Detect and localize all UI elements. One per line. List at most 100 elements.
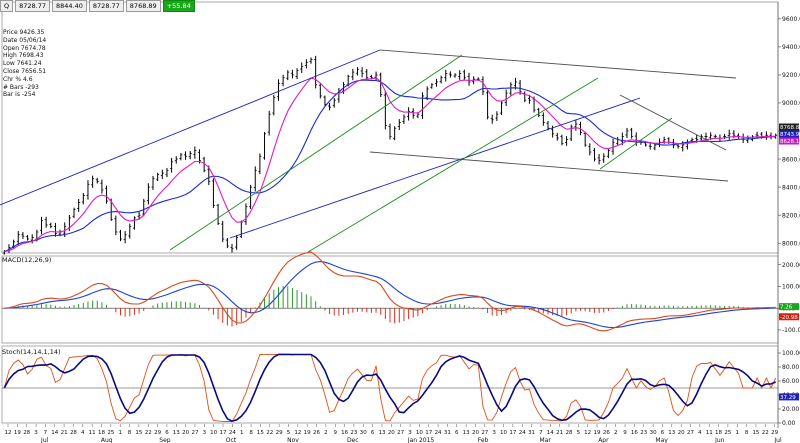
x-day-tick-label: 5 xyxy=(577,430,581,436)
price-y-tick-label: 9400.00 xyxy=(782,44,800,51)
x-day-tick-label: 21 xyxy=(556,430,563,436)
price-value-marker xyxy=(779,123,799,131)
x-day-tick-label: 20 xyxy=(182,430,189,436)
price-value-marker-label: 8743.92 xyxy=(780,132,800,138)
x-day-tick-label: 11 xyxy=(89,430,96,436)
macd-value-marker xyxy=(779,313,799,321)
x-day-tick-label: 13 xyxy=(668,430,675,436)
x-day-tick-label: 14 xyxy=(547,430,554,436)
trendline-green-upper xyxy=(169,54,463,251)
x-day-tick-label: 15 xyxy=(257,430,264,436)
x-day-tick-label: 3 xyxy=(408,430,412,436)
x-day-tick-label: 10 xyxy=(500,430,507,436)
x-day-tick-label: 31 xyxy=(444,430,451,436)
macd-y-tick-label: 200.00 xyxy=(782,262,800,269)
price-value-marker xyxy=(779,130,799,138)
info-date: Date 05/06/14 xyxy=(3,36,47,44)
macd-value-marker-label: 7.26 xyxy=(780,305,793,311)
macd-y-tick-label: 100.00 xyxy=(782,284,800,291)
symbol-button[interactable]: Q xyxy=(0,0,14,12)
x-month-label: Aug xyxy=(101,437,113,443)
macd-signal-line xyxy=(4,261,776,329)
x-day-tick-label: 28 xyxy=(70,430,77,436)
x-day-tick-label: 5 xyxy=(287,430,291,436)
x-day-tick-label: 21 xyxy=(61,430,68,436)
x-day-tick-label: 14 xyxy=(51,430,58,436)
price-value-marker-label: 8768.89 xyxy=(780,125,800,131)
open-readout: 8728.77 xyxy=(15,0,51,12)
x-day-tick-label: 2 xyxy=(614,430,618,436)
x-day-tick-label: 23 xyxy=(350,430,357,436)
x-day-tick-label: 9 xyxy=(333,430,337,436)
info-chg-pct: Chr % 4.6 xyxy=(3,75,33,83)
stoch-y-tick-label: 100.00 xyxy=(782,350,800,357)
x-day-tick-label: 13 xyxy=(173,430,180,436)
macd-value-marker-label: -20.98 xyxy=(780,315,798,321)
x-month-label: Jul xyxy=(40,437,49,443)
x-day-tick-label: 7 xyxy=(44,430,48,436)
x-day-tick-label: 27 xyxy=(687,430,694,436)
price-y-tick-label: 9600.00 xyxy=(782,16,800,23)
price-value-marker-label: 8628.17 xyxy=(780,139,800,145)
x-day-tick-label: 1 xyxy=(118,430,122,436)
x-day-tick-label: 6 xyxy=(455,430,459,436)
close-readout: 8768.89 xyxy=(125,0,161,12)
stoch-value-marker-label: 37.29 xyxy=(780,395,796,401)
price-y-tick-label: 9000.00 xyxy=(782,100,800,107)
x-month-label: Oct xyxy=(226,437,237,443)
info-panel: Price 9426.35 Date 05/06/14 Open 7674.78… xyxy=(3,29,46,99)
change-readout: +55.84 xyxy=(162,0,195,12)
x-day-tick-label: 24 xyxy=(519,430,526,436)
trendline-blue-lower xyxy=(229,97,641,239)
x-day-tick-label: 22 xyxy=(145,430,152,436)
macd-y-tick-label: -100.00 xyxy=(782,327,800,334)
x-day-tick-label: 19 xyxy=(594,430,601,436)
x-day-tick-label: 15 xyxy=(752,430,759,436)
trendline-green-short xyxy=(599,117,673,170)
x-day-tick-label: 19 xyxy=(304,430,311,436)
x-day-tick-label: 17 xyxy=(425,430,432,436)
x-day-tick-label: 8 xyxy=(128,430,132,436)
price-y-tick-label: 8400.00 xyxy=(782,184,800,191)
x-day-tick-label: 26 xyxy=(313,430,320,436)
x-day-tick-label: 17 xyxy=(509,430,516,436)
stoch-y-tick-label: 0.00 xyxy=(782,420,796,427)
price-value-marker xyxy=(779,137,799,145)
x-day-tick-label: 25 xyxy=(107,430,114,436)
x-day-tick-label: 16 xyxy=(341,430,348,436)
x-day-tick-label: 8 xyxy=(249,430,253,436)
info-close: Close 7656.51 xyxy=(3,67,47,75)
x-month-label: Jun xyxy=(714,437,725,443)
x-day-tick-label: 22 xyxy=(762,430,769,436)
trendline-green-lower xyxy=(307,77,599,253)
stoch-value-marker xyxy=(779,393,799,401)
x-day-tick-label: 24 xyxy=(435,430,442,436)
x-day-tick-label: 29 xyxy=(276,430,283,436)
channel-gray-lower xyxy=(369,151,729,182)
x-month-label: Feb xyxy=(478,437,489,443)
stoch-y-tick-label: 80.00 xyxy=(782,364,799,371)
x-month-label: Jul xyxy=(773,437,782,443)
x-day-tick-label: 3 xyxy=(203,430,207,436)
x-day-tick-label: 29 xyxy=(154,430,161,436)
x-day-tick-label: 15 xyxy=(135,430,142,436)
stoch-label: Stoch(14,14,1,14) xyxy=(2,348,61,356)
x-month-label: Dec xyxy=(347,437,359,443)
stoch-panel xyxy=(1,345,779,424)
stoch-y-tick-label: 20.00 xyxy=(782,406,799,413)
x-day-tick-label: 26 xyxy=(603,430,610,436)
x-day-tick-label: 12 xyxy=(5,430,12,436)
x-day-tick-label: 8 xyxy=(745,430,749,436)
stoch-d-line xyxy=(3,353,777,423)
x-day-tick-label: 30 xyxy=(650,430,657,436)
x-day-tick-label: 7 xyxy=(539,430,543,436)
x-day-tick-label: 24 xyxy=(229,430,236,436)
low-readout: 8728.77 xyxy=(88,0,124,12)
x-month-label: Nov xyxy=(287,437,299,443)
stoch-k-line xyxy=(3,353,777,423)
x-day-tick-label: 18 xyxy=(715,430,722,436)
x-day-tick-label: 28 xyxy=(565,430,572,436)
price-y-tick-label: 9200.00 xyxy=(782,72,800,79)
x-day-tick-label: 1 xyxy=(736,430,740,436)
